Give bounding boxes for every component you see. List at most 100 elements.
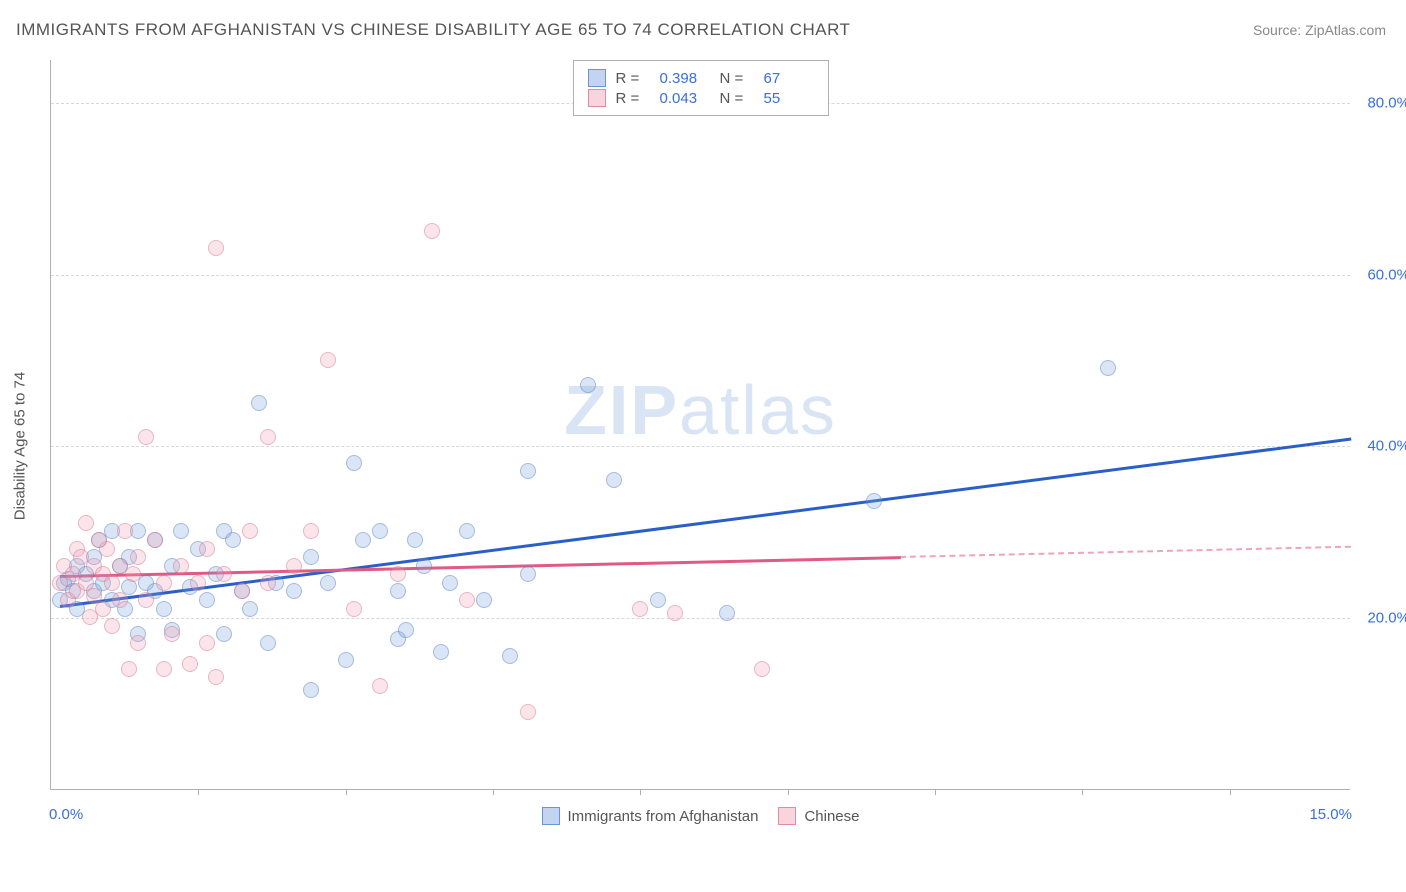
data-point xyxy=(459,592,475,608)
data-point xyxy=(372,678,388,694)
data-point xyxy=(372,523,388,539)
data-point xyxy=(606,472,622,488)
source-attribution: Source: ZipAtlas.com xyxy=(1253,22,1386,38)
data-point xyxy=(580,377,596,393)
data-point xyxy=(182,656,198,672)
data-point xyxy=(502,648,518,664)
data-point xyxy=(104,575,120,591)
x-axis-min-label: 0.0% xyxy=(49,806,83,823)
data-point xyxy=(390,583,406,599)
series-legend: Immigrants from Afghanistan Chinese xyxy=(542,807,860,825)
r-label: R = xyxy=(616,70,650,87)
data-point xyxy=(416,558,432,574)
x-tick xyxy=(346,789,347,795)
swatch-blue-icon xyxy=(542,807,560,825)
data-point xyxy=(234,583,250,599)
data-point xyxy=(520,463,536,479)
data-point xyxy=(112,592,128,608)
r-value-chinese: 0.043 xyxy=(660,90,710,107)
data-point xyxy=(208,240,224,256)
n-value-chinese: 55 xyxy=(764,90,814,107)
legend-label-afghanistan: Immigrants from Afghanistan xyxy=(568,808,759,825)
data-point xyxy=(476,592,492,608)
data-point xyxy=(164,626,180,642)
data-point xyxy=(719,605,735,621)
data-point xyxy=(866,493,882,509)
regression-line xyxy=(900,546,1351,558)
data-point xyxy=(338,652,354,668)
data-point xyxy=(173,523,189,539)
data-point xyxy=(520,704,536,720)
data-point xyxy=(650,592,666,608)
data-point xyxy=(286,583,302,599)
data-point xyxy=(190,575,206,591)
n-label: N = xyxy=(720,90,754,107)
data-point xyxy=(1100,360,1116,376)
y-tick-label: 60.0% xyxy=(1355,266,1406,283)
data-point xyxy=(242,601,258,617)
x-tick xyxy=(640,789,641,795)
legend-row-afghanistan: R = 0.398 N = 67 xyxy=(588,69,814,87)
data-point xyxy=(260,635,276,651)
data-point xyxy=(355,532,371,548)
data-point xyxy=(173,558,189,574)
data-point xyxy=(286,558,302,574)
data-point xyxy=(138,429,154,445)
data-point xyxy=(138,592,154,608)
correlation-legend: R = 0.398 N = 67 R = 0.043 N = 55 xyxy=(573,60,829,116)
data-point xyxy=(199,541,215,557)
y-axis-title: Disability Age 65 to 74 xyxy=(12,372,29,520)
x-tick xyxy=(198,789,199,795)
x-axis-max-label: 15.0% xyxy=(1309,806,1352,823)
gridline xyxy=(51,446,1350,447)
legend-item-afghanistan: Immigrants from Afghanistan xyxy=(542,807,759,825)
data-point xyxy=(320,575,336,591)
data-point xyxy=(156,575,172,591)
data-point xyxy=(147,532,163,548)
data-point xyxy=(251,395,267,411)
data-point xyxy=(398,622,414,638)
data-point xyxy=(442,575,458,591)
data-point xyxy=(104,618,120,634)
data-point xyxy=(208,669,224,685)
watermark-atlas: atlas xyxy=(679,371,837,449)
gridline xyxy=(51,618,1350,619)
data-point xyxy=(433,644,449,660)
legend-item-chinese: Chinese xyxy=(778,807,859,825)
scatter-plot-area: ZIPatlas R = 0.398 N = 67 R = 0.043 N = … xyxy=(50,60,1350,790)
data-point xyxy=(121,661,137,677)
swatch-pink-icon xyxy=(778,807,796,825)
y-tick-label: 80.0% xyxy=(1355,94,1406,111)
r-label: R = xyxy=(616,90,650,107)
data-point xyxy=(303,523,319,539)
legend-row-chinese: R = 0.043 N = 55 xyxy=(588,89,814,107)
n-label: N = xyxy=(720,70,754,87)
legend-label-chinese: Chinese xyxy=(804,808,859,825)
data-point xyxy=(754,661,770,677)
y-tick-label: 40.0% xyxy=(1355,438,1406,455)
data-point xyxy=(632,601,648,617)
data-point xyxy=(407,532,423,548)
swatch-pink-icon xyxy=(588,89,606,107)
data-point xyxy=(346,455,362,471)
data-point xyxy=(459,523,475,539)
x-tick xyxy=(1082,789,1083,795)
data-point xyxy=(130,635,146,651)
gridline xyxy=(51,275,1350,276)
data-point xyxy=(225,532,241,548)
chart-title: IMMIGRANTS FROM AFGHANISTAN VS CHINESE D… xyxy=(16,20,850,40)
watermark: ZIPatlas xyxy=(564,370,837,450)
data-point xyxy=(95,601,111,617)
x-tick xyxy=(935,789,936,795)
data-point xyxy=(156,661,172,677)
x-tick xyxy=(493,789,494,795)
data-point xyxy=(99,541,115,557)
data-point xyxy=(117,523,133,539)
data-point xyxy=(216,626,232,642)
data-point xyxy=(320,352,336,368)
data-point xyxy=(199,635,215,651)
data-point xyxy=(346,601,362,617)
data-point xyxy=(390,566,406,582)
data-point xyxy=(667,605,683,621)
y-tick-label: 20.0% xyxy=(1355,610,1406,627)
